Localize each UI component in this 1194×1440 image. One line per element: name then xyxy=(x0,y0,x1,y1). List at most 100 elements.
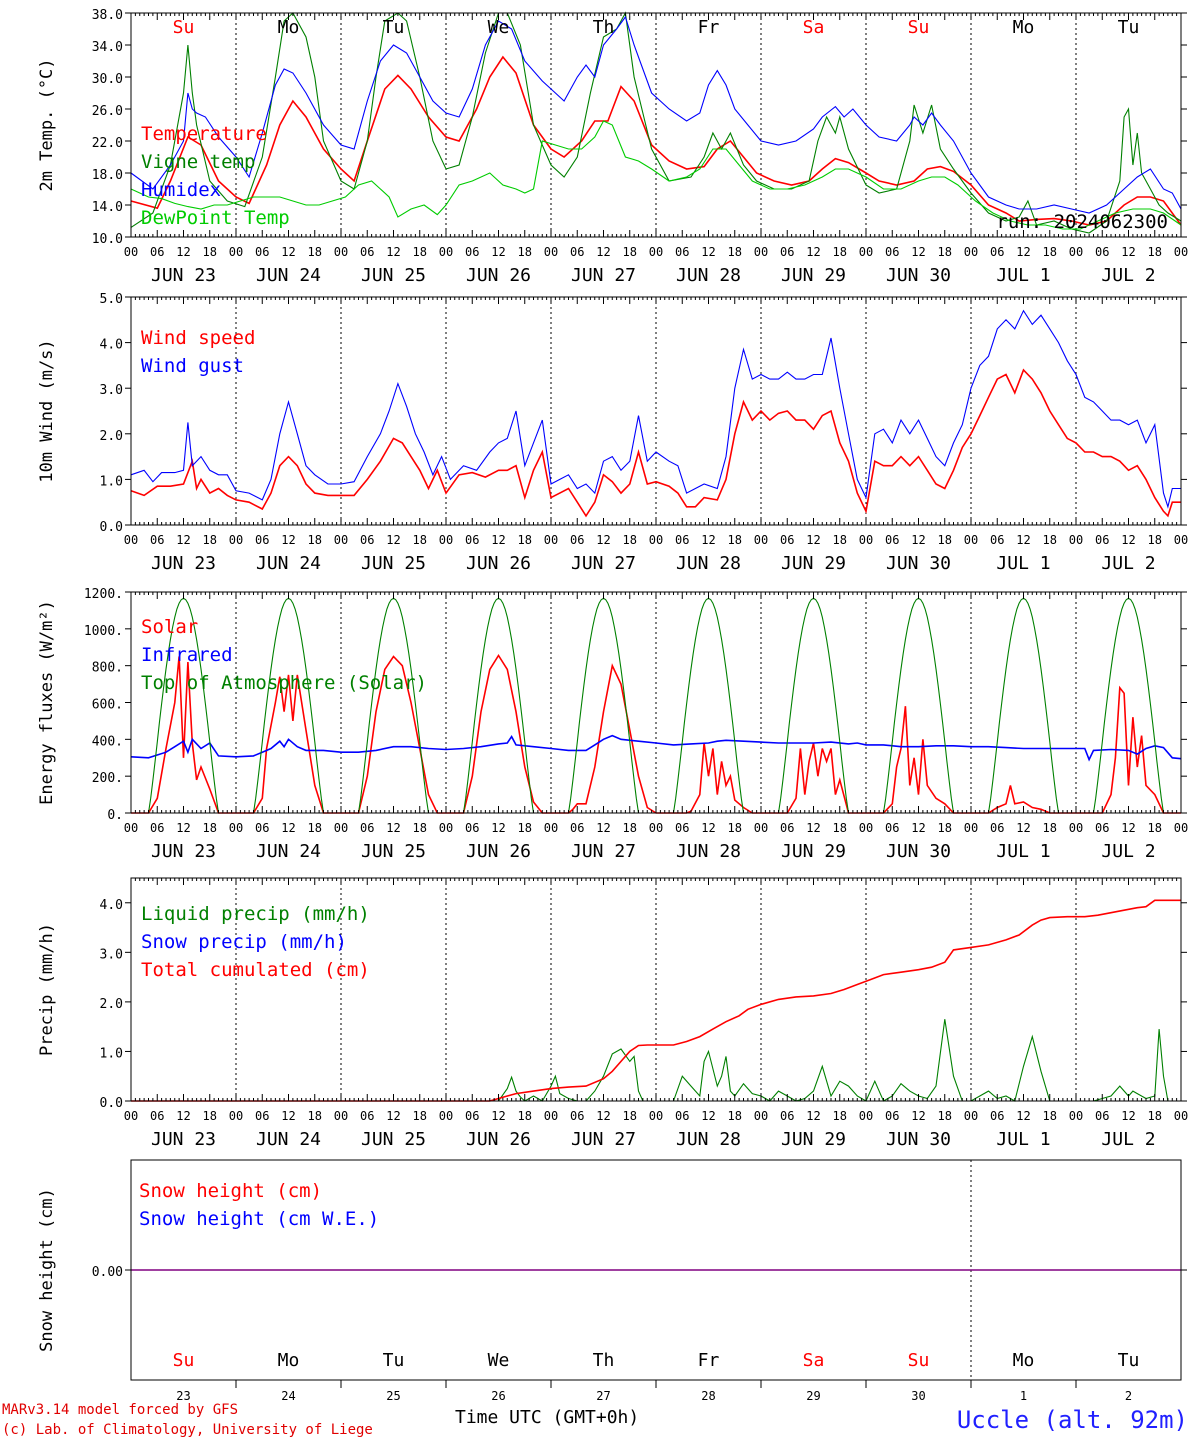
series-line-wind-0 xyxy=(130,368,1181,518)
date-label: JUN 26 xyxy=(466,265,531,286)
hour-label: 06 xyxy=(150,533,164,547)
hour-label: 00 xyxy=(1069,245,1083,259)
hour-label: 18 xyxy=(518,821,532,835)
hour-label: 06 xyxy=(675,533,689,547)
hour-label: 12 xyxy=(1016,1109,1030,1123)
y-tick-label: 400. xyxy=(92,734,123,749)
y-tick-label: 34.0 xyxy=(92,40,123,55)
hour-label: 12 xyxy=(596,245,610,259)
series-line-temperature-3 xyxy=(130,120,1182,230)
date-label: JUN 23 xyxy=(151,1129,216,1150)
y-tick-label: 1.0 xyxy=(100,1046,123,1061)
y-tick-label: 2.0 xyxy=(100,997,123,1012)
legend-entry: Temperature xyxy=(141,123,267,145)
hour-label: 06 xyxy=(255,533,269,547)
hour-label: 06 xyxy=(885,245,899,259)
chart-wind: 0.0 1.0 2.0 3.0 4.0 5.0 00 06 12 18 JUN 23 00 06 12 18… xyxy=(37,292,1188,574)
hour-label: 12 xyxy=(491,821,505,835)
date-label: JUL 2 xyxy=(1101,841,1155,862)
hour-label: 00 xyxy=(334,821,348,835)
hour-label: 00 xyxy=(334,1109,348,1123)
hour-label: 18 xyxy=(728,245,742,259)
date-label: JUN 25 xyxy=(361,553,426,574)
hour-label: 00 xyxy=(649,245,663,259)
hour-label: 18 xyxy=(308,533,322,547)
day-number: 2 xyxy=(1125,1389,1132,1403)
hour-label: 06 xyxy=(570,533,584,547)
hour-label: 18 xyxy=(728,1109,742,1123)
hour-label: 18 xyxy=(833,1109,847,1123)
hour-label: 00 xyxy=(229,245,243,259)
hour-label: 18 xyxy=(833,245,847,259)
hour-label: 06 xyxy=(780,245,794,259)
hour-label: 00 xyxy=(1174,245,1188,259)
hour-label: 12 xyxy=(1016,533,1030,547)
hour-label: 12 xyxy=(281,245,295,259)
plot-frame xyxy=(130,296,1182,526)
hour-label: 18 xyxy=(518,245,532,259)
hour-label: 06 xyxy=(360,821,374,835)
day-of-week-bottom: Th xyxy=(593,1350,615,1371)
hour-label: 06 xyxy=(990,1109,1004,1123)
day-of-week-top: Tu xyxy=(1118,17,1140,38)
hour-label: 12 xyxy=(701,1109,715,1123)
hour-label: 12 xyxy=(1121,533,1135,547)
hour-label: 06 xyxy=(885,533,899,547)
day-number: 27 xyxy=(596,1389,610,1403)
hour-label: 12 xyxy=(596,821,610,835)
hour-label: 12 xyxy=(701,245,715,259)
hour-label: 06 xyxy=(1095,1109,1109,1123)
date-label: JUN 26 xyxy=(466,841,531,862)
hour-label: 12 xyxy=(806,821,820,835)
day-of-week-top: Th xyxy=(593,17,615,38)
hour-label: 00 xyxy=(229,1109,243,1123)
hour-label: 12 xyxy=(911,245,925,259)
date-label: JUN 27 xyxy=(571,553,636,574)
hour-label: 06 xyxy=(255,1109,269,1123)
hour-label: 12 xyxy=(491,1109,505,1123)
date-label: JUN 29 xyxy=(781,841,846,862)
hour-label: 12 xyxy=(176,245,190,259)
legend-entry: Vigne temp xyxy=(141,151,255,173)
hour-label: 12 xyxy=(596,1109,610,1123)
legend-entry: Total cumulated (cm) xyxy=(141,959,370,981)
hour-label: 18 xyxy=(203,1109,217,1123)
hour-label: 06 xyxy=(675,1109,689,1123)
hour-label: 18 xyxy=(623,533,637,547)
hour-label: 18 xyxy=(728,533,742,547)
legend-entry: DewPoint Temp xyxy=(141,207,290,229)
hour-label: 06 xyxy=(150,1109,164,1123)
hour-label: 06 xyxy=(885,1109,899,1123)
day-of-week-top: Su xyxy=(908,17,930,38)
hour-label: 06 xyxy=(990,821,1004,835)
hour-label: 12 xyxy=(806,1109,820,1123)
hour-label: 00 xyxy=(1174,821,1188,835)
hour-label: 12 xyxy=(491,245,505,259)
day-of-week-top: Fr xyxy=(698,17,720,38)
footer-credit-line: (c) Lab. of Climatology, University of L… xyxy=(2,1422,373,1438)
hour-label: 00 xyxy=(964,533,978,547)
chart-precip: 0.0 1.0 2.0 3.0 4.0 00 06 12 18 JUN 23 00 06 12 18 JUN… xyxy=(37,877,1188,1150)
date-label: JUL 2 xyxy=(1101,1129,1155,1150)
hour-label: 06 xyxy=(360,245,374,259)
legend-entry: Snow precip (mm/h) xyxy=(141,931,347,953)
legend-entry: Wind gust xyxy=(141,355,244,377)
hour-label: 12 xyxy=(911,821,925,835)
hour-label: 00 xyxy=(859,533,873,547)
hour-label: 00 xyxy=(439,533,453,547)
hour-label: 00 xyxy=(649,533,663,547)
hour-label: 06 xyxy=(675,245,689,259)
hour-label: 06 xyxy=(780,1109,794,1123)
hour-label: 06 xyxy=(990,245,1004,259)
hour-label: 00 xyxy=(754,821,768,835)
y-tick-label: 5.0 xyxy=(100,292,123,307)
hour-label: 06 xyxy=(465,821,479,835)
y-tick-label: 4.0 xyxy=(100,338,123,353)
date-label: JUN 26 xyxy=(466,553,531,574)
day-of-week-bottom: Su xyxy=(173,1350,195,1371)
y-tick-label: 800. xyxy=(92,661,123,676)
hour-label: 12 xyxy=(1121,245,1135,259)
chart-temperature: 10.0 14.0 18.0 22.0 26.0 30.0 34.0 38.0 00 06 12 18… xyxy=(37,8,1188,286)
hour-label: 12 xyxy=(176,821,190,835)
